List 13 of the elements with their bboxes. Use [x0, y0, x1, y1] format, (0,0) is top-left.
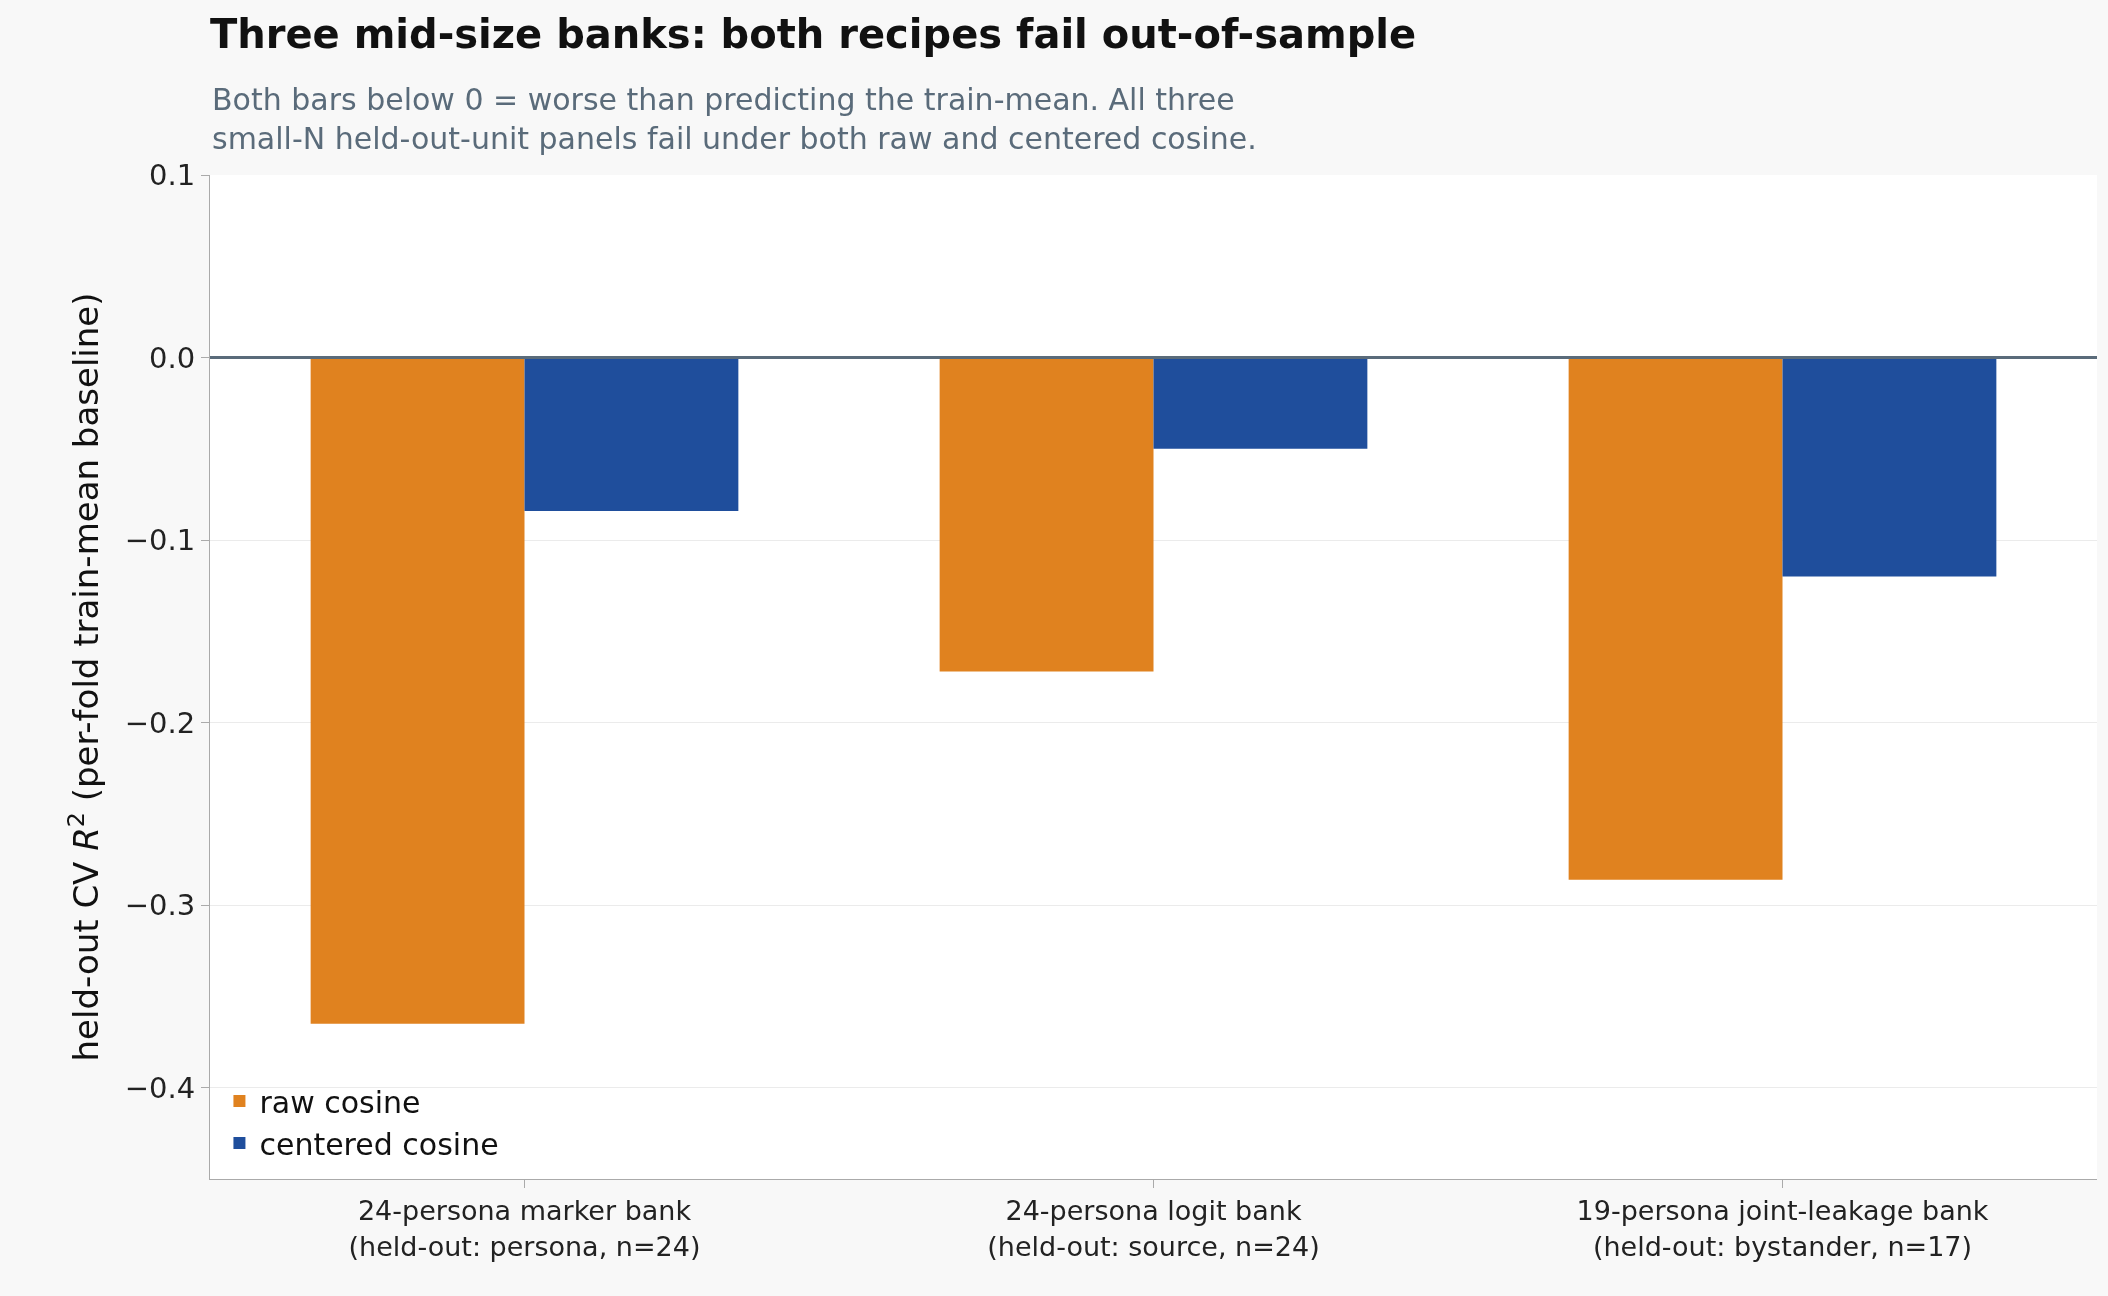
legend-label: centered cosine: [259, 1126, 499, 1162]
x-tick-label: 24-persona marker bank (held-out: persona, n=24): [348, 1195, 701, 1262]
chart-subtitle: Both bars below 0 = worse than predicting the train-mean. All three small-N held-out-unit panels fail under both raw and centered cosine.: [212, 82, 1257, 156]
y-tick-label: 0.0: [149, 340, 196, 375]
x-tick-label: 19-persona joint-leakage bank (held-out: bystander, n=17): [1576, 1195, 1989, 1262]
y-tick-label: −0.2: [124, 705, 196, 740]
x-tick-label: 24-persona logit bank (held-out: source, n=24): [987, 1195, 1320, 1262]
y-tick-label: 0.1: [149, 158, 196, 193]
legend-label: raw cosine: [259, 1084, 421, 1120]
y-tick-label: −0.4: [124, 1070, 196, 1105]
chart-title: Three mid-size banks: both recipes fail out-of-sample: [210, 11, 1417, 57]
y-tick-label: −0.1: [124, 523, 196, 558]
y-tick-label: −0.3: [124, 888, 196, 923]
